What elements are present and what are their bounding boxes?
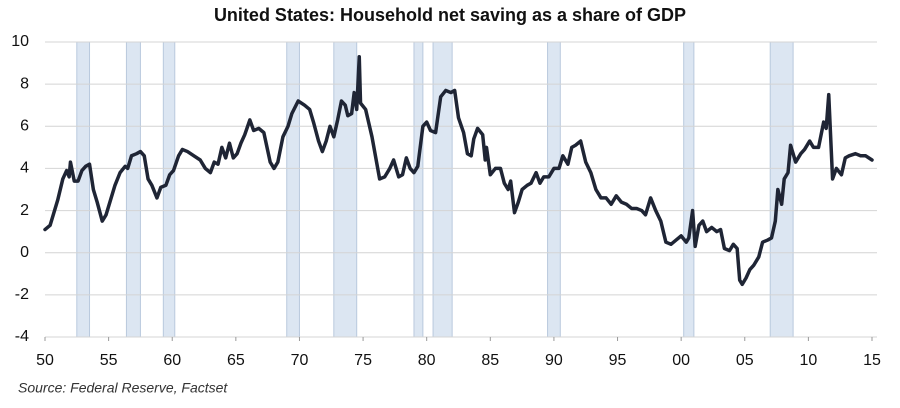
x-tick-label: 00 <box>672 352 690 369</box>
x-tick-label: 95 <box>609 352 627 369</box>
shaded-period <box>683 41 695 338</box>
source-note: Source: Federal Reserve, Factset <box>18 380 228 396</box>
x-tick-label: 85 <box>481 352 499 369</box>
y-tick-label: 2 <box>20 202 29 219</box>
y-tick-label: 4 <box>20 160 29 177</box>
y-tick-label: 10 <box>11 33 29 50</box>
x-tick-label: 75 <box>354 352 372 369</box>
x-tick-label: 50 <box>36 352 54 369</box>
y-tick-label: 0 <box>20 244 29 261</box>
shaded-period <box>432 41 453 338</box>
x-tick-label: 70 <box>291 352 309 369</box>
x-tick-label: 90 <box>545 352 563 369</box>
series-line <box>43 55 874 287</box>
shaded-period <box>413 41 424 338</box>
y-tick-label: -4 <box>15 328 29 345</box>
shaded-period <box>125 41 141 338</box>
x-tick-label: 60 <box>163 352 181 369</box>
shaded-period <box>333 41 358 338</box>
shaded-period <box>162 41 176 338</box>
x-tick-label: 10 <box>799 352 817 369</box>
x-tick-label: 15 <box>863 352 881 369</box>
x-tick-label: 65 <box>227 352 245 369</box>
y-tick-label: 6 <box>20 118 29 135</box>
x-tick-label: 80 <box>418 352 436 369</box>
shaded-period <box>76 41 91 338</box>
shaded-period <box>547 41 561 338</box>
shaded-period <box>286 41 300 338</box>
y-tick-label: -2 <box>15 286 29 303</box>
chart-title: United States: Household net saving as a… <box>214 5 686 25</box>
x-tick-label: 05 <box>736 352 754 369</box>
x-tick-label: 55 <box>100 352 118 369</box>
y-tick-label: 8 <box>20 75 29 92</box>
